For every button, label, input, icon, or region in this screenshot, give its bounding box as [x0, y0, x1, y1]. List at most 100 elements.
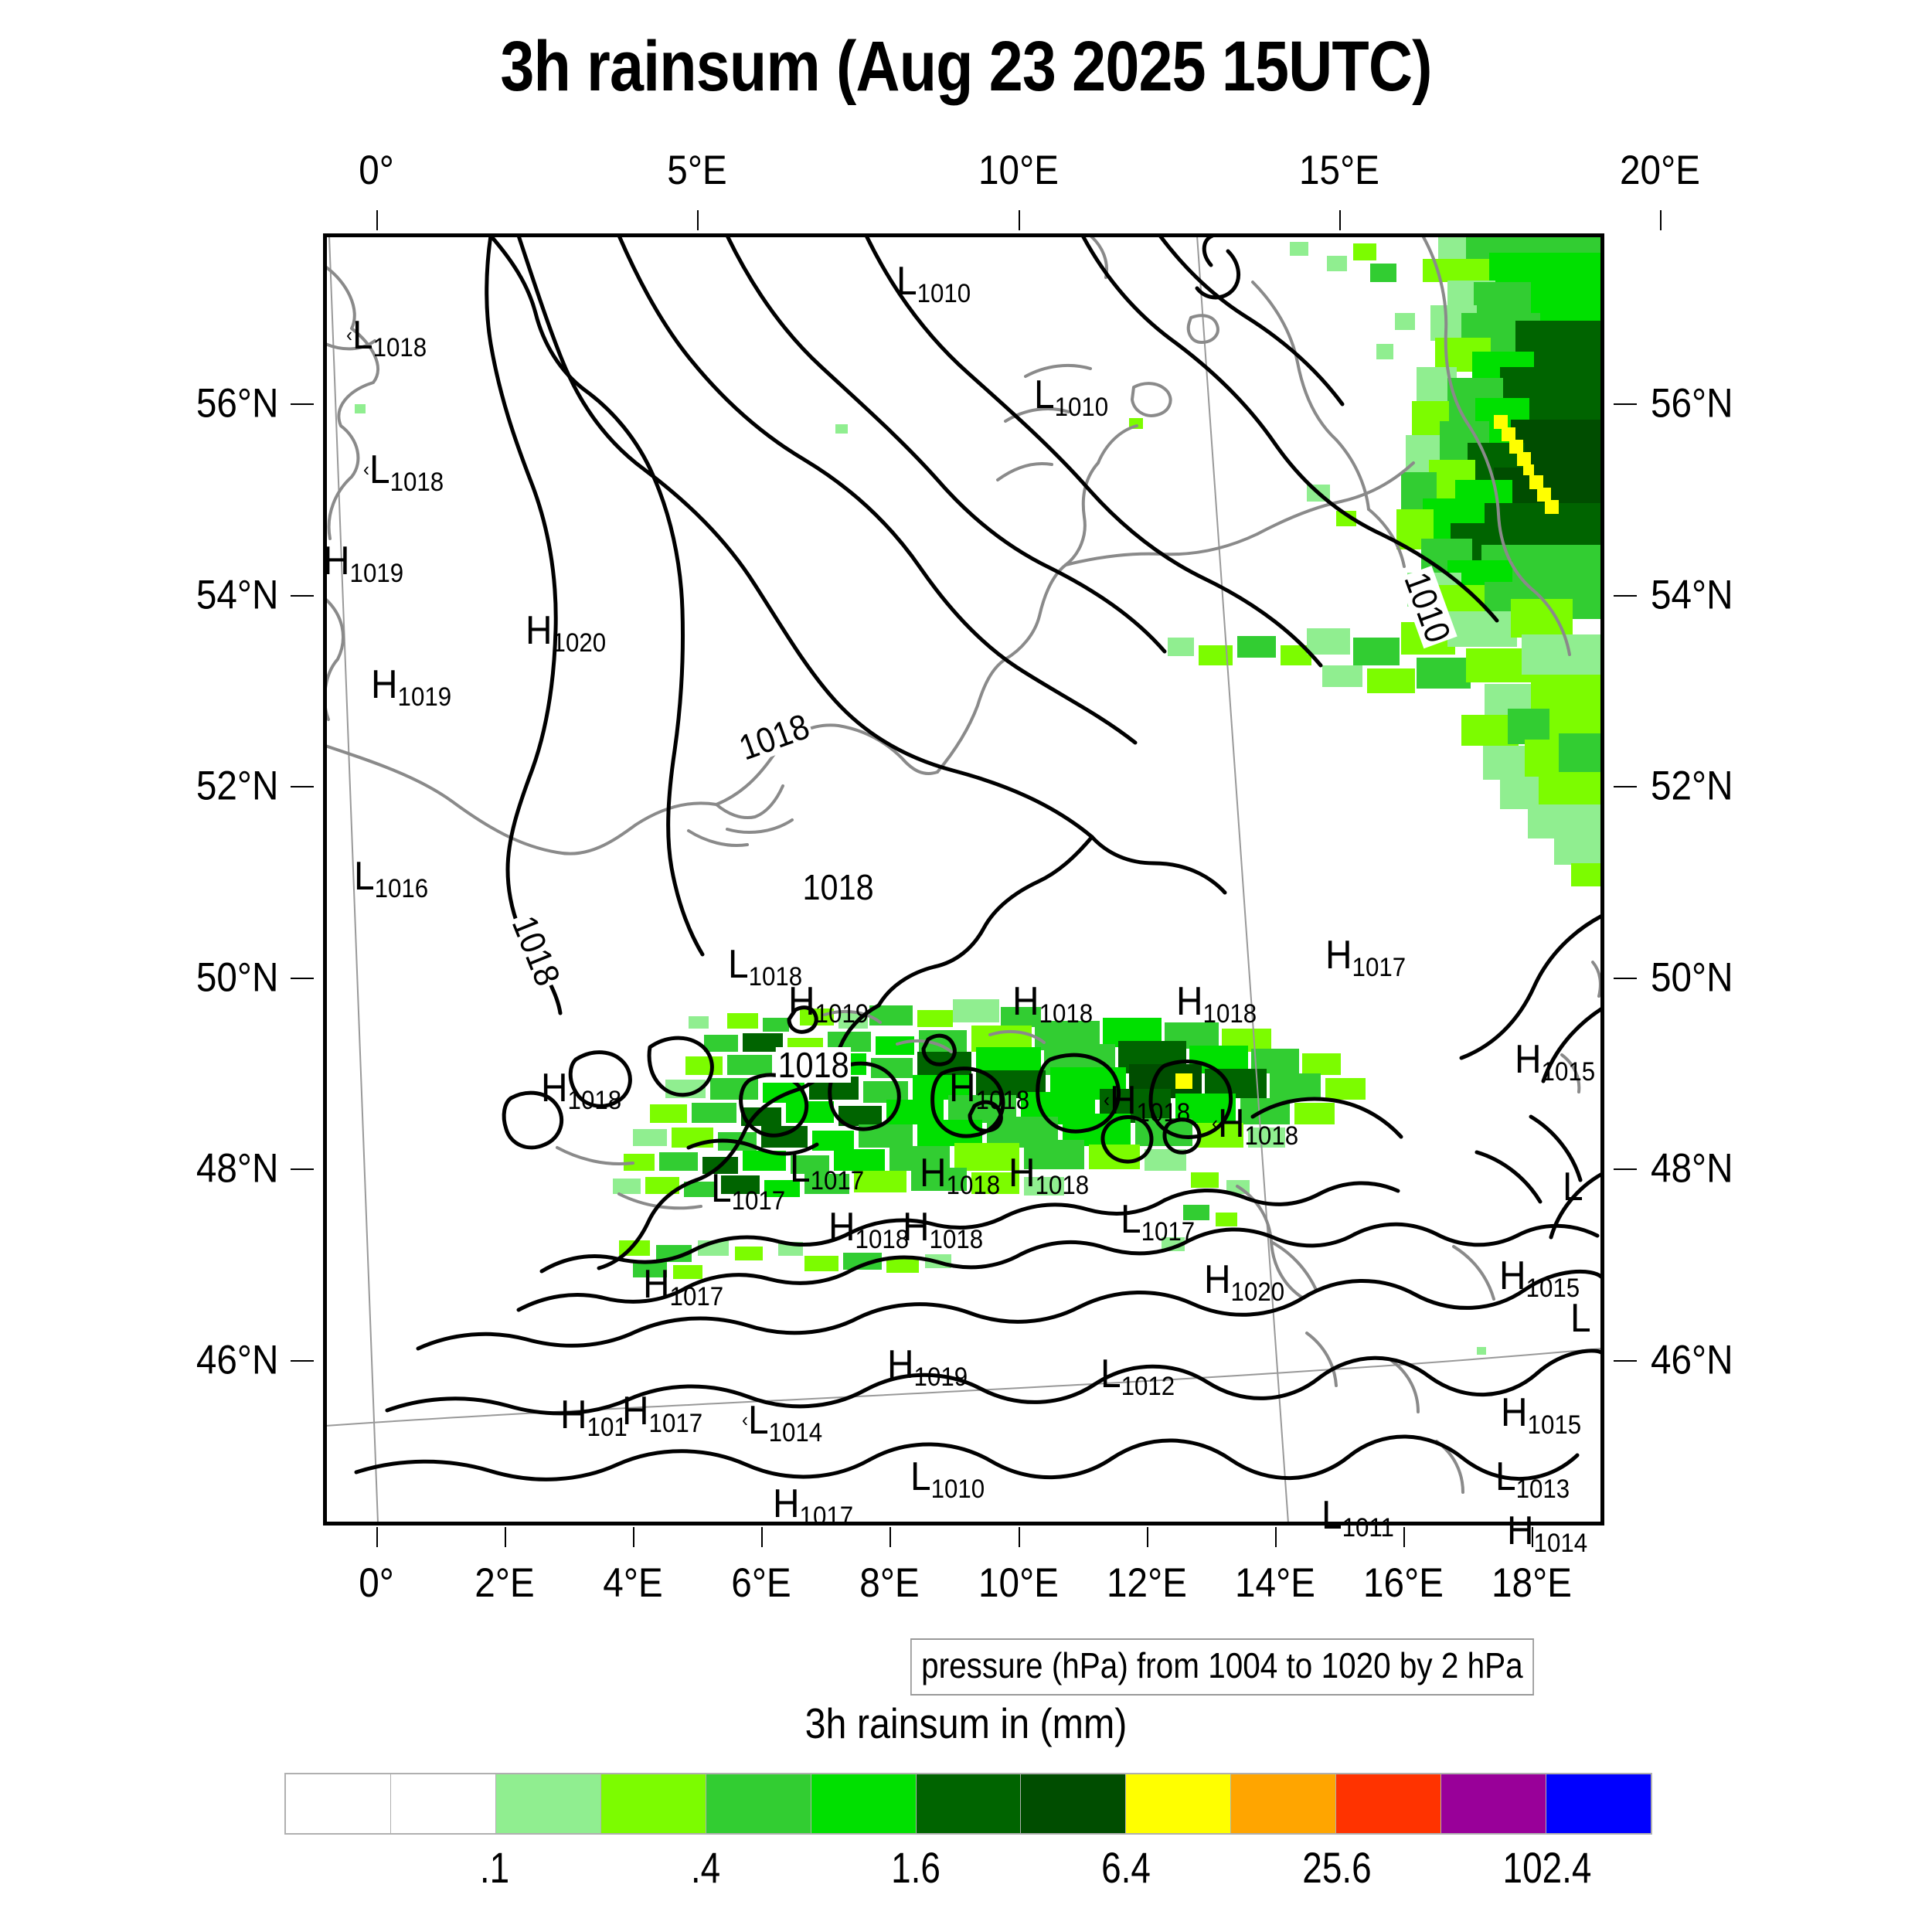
marker-type: H	[1012, 979, 1039, 1024]
pressure-marker-h-m03: H1019	[323, 541, 403, 587]
marker-type: H	[526, 608, 553, 653]
pressure-marker-h-m12: H1018	[1176, 981, 1257, 1027]
marker-type: L	[790, 1146, 811, 1191]
colorbar[interactable]	[284, 1773, 1652, 1835]
marker-type: L	[1034, 372, 1055, 417]
marker-value: 1013	[1515, 1475, 1570, 1505]
colorbar-tick-102.4: 102.4	[1502, 1843, 1592, 1892]
marker-value: 1018	[1244, 1121, 1299, 1151]
map-plot-area[interactable]	[323, 233, 1604, 1526]
marker-type: H	[643, 1262, 670, 1307]
lon-tick-bottom-0	[376, 1527, 379, 1547]
marker-value: 1019	[815, 999, 869, 1029]
colorbar-cell-10[interactable]	[1336, 1774, 1442, 1833]
marker-value: 1017	[799, 1502, 854, 1532]
pressure-marker-h-m38: H1017	[773, 1484, 853, 1529]
marker-value: 1014	[768, 1418, 823, 1448]
colorbar-cell-5[interactable]	[811, 1774, 917, 1833]
marker-type: H	[903, 1205, 930, 1250]
colorbar-cell-11[interactable]	[1441, 1774, 1547, 1833]
marker-value: 1010	[1054, 393, 1109, 423]
colorbar-cell-4[interactable]	[706, 1774, 811, 1833]
marker-type: H	[1176, 979, 1203, 1024]
lat-tick-right-3	[1614, 977, 1637, 979]
lon-tick-bottom-5	[1018, 1527, 1020, 1547]
marker-tick-icon: ‹	[742, 1407, 748, 1431]
marker-value: 1018	[389, 468, 444, 498]
marker-value: 101	[587, 1413, 628, 1443]
pressure-marker-l-m35: ‹L1014	[742, 1400, 822, 1446]
lon-tick-bottom-7	[1274, 1527, 1277, 1547]
coastlines	[325, 236, 1602, 1494]
marker-value: 1018	[748, 962, 803, 992]
colorbar-cell-8[interactable]	[1126, 1774, 1232, 1833]
lat-tick-left-5	[291, 1360, 314, 1362]
lon-label-top-1: 5°E	[667, 148, 728, 193]
colorbar-cell-6[interactable]	[916, 1774, 1022, 1833]
colorbar-cell-7[interactable]	[1021, 1774, 1127, 1833]
marker-value: 1015	[1541, 1057, 1596, 1087]
pressure-marker-h-m25: H1018	[903, 1207, 983, 1253]
colorbar-cell-9[interactable]	[1231, 1774, 1337, 1833]
colorbar-cell-12[interactable]	[1546, 1774, 1651, 1833]
marker-type: H	[828, 1205, 855, 1250]
lon-label-bottom-0: 0°	[359, 1560, 394, 1606]
pressure-marker-l-m01: ‹L1018	[346, 315, 427, 361]
colorbar-wrap[interactable]	[284, 1773, 1652, 1835]
lon-label-bottom-2: 4°E	[603, 1560, 663, 1606]
pressure-marker-h-m15: H1018	[541, 1068, 621, 1114]
marker-type: H	[949, 1066, 976, 1111]
colorbar-tick-1.6: 1.6	[890, 1843, 940, 1892]
lat-label-left-1: 54°N	[196, 572, 278, 618]
lon-tick-bottom-4	[889, 1527, 892, 1547]
pressure-marker-h-m36: H1015	[1501, 1393, 1581, 1438]
colorbar-tick-25.6: 25.6	[1301, 1843, 1372, 1892]
colorbar-cell-0[interactable]	[286, 1774, 391, 1833]
colorbar-cell-2[interactable]	[495, 1774, 601, 1833]
marker-type: H	[560, 1393, 587, 1437]
marker-type: L	[1321, 1493, 1342, 1538]
colorbar-cell-1[interactable]	[390, 1774, 496, 1833]
colorbar-cell-3[interactable]	[600, 1774, 706, 1833]
lon-tick-bottom-1	[505, 1527, 507, 1547]
lat-label-right-5: 46°N	[1651, 1337, 1733, 1383]
marker-type: L	[728, 942, 749, 987]
marker-type: H	[920, 1151, 947, 1196]
lon-tick-top-3	[1338, 210, 1341, 230]
lat-label-right-1: 54°N	[1651, 572, 1733, 618]
marker-value: 1018	[372, 333, 427, 363]
pressure-marker-h-m33: H101	[560, 1395, 628, 1440]
marker-type: L	[896, 259, 917, 304]
lat-label-right-3: 50°N	[1651, 954, 1733, 1001]
lat-tick-left-2	[291, 786, 314, 788]
pressure-marker-l-m08: L1010	[1034, 375, 1108, 420]
marker-type: H	[773, 1481, 800, 1526]
map-canvas	[325, 236, 1602, 1523]
pressure-marker-l-m21: L1017	[711, 1168, 785, 1214]
pressure-marker-h-m17: ‹H1018	[1104, 1080, 1190, 1126]
marker-value: 1011	[1342, 1513, 1394, 1543]
pressure-marker-l-m26: L1017	[1121, 1199, 1195, 1245]
lon-tick-bottom-6	[1146, 1527, 1148, 1547]
marker-type: H	[1507, 1509, 1534, 1553]
marker-type: L	[369, 447, 390, 492]
lon-tick-top-0	[376, 210, 379, 230]
pressure-marker-h-m34: H1017	[622, 1391, 702, 1437]
marker-value: 1016	[374, 874, 429, 904]
lat-label-right-2: 52°N	[1651, 763, 1733, 809]
marker-value: 1017	[810, 1166, 865, 1196]
map-graphics	[325, 236, 1602, 1523]
colorbar-tick-6.4: 6.4	[1101, 1843, 1151, 1892]
marker-value: 1019	[913, 1362, 968, 1393]
lon-tick-bottom-9	[1532, 1527, 1534, 1547]
pressure-marker-l-m06: L1016	[354, 856, 428, 902]
marker-type: H	[1217, 1101, 1245, 1146]
lon-label-bottom-3: 6°E	[731, 1560, 792, 1606]
contour-label-c4: 1018	[775, 1047, 852, 1083]
lat-label-left-2: 52°N	[196, 763, 278, 809]
lon-label-bottom-5: 10°E	[978, 1560, 1059, 1606]
pressure-marker-l-m32: L1012	[1100, 1354, 1175, 1400]
marker-type: L	[1121, 1197, 1141, 1242]
pressure-marker-l-m39: L1013	[1495, 1457, 1570, 1502]
marker-value: 1018	[855, 1225, 910, 1255]
